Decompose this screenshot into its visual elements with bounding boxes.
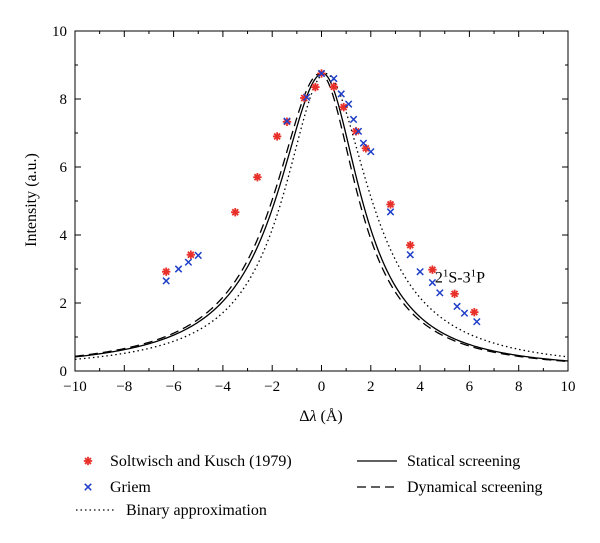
x-tick-label: 8 bbox=[515, 379, 523, 395]
x-tick-label: −4 bbox=[215, 379, 231, 395]
x-tick-label: 2 bbox=[367, 379, 375, 395]
griem-point bbox=[317, 69, 326, 78]
y-tick-label: 8 bbox=[60, 92, 68, 108]
curve-dynamical-screening bbox=[74, 72, 569, 363]
legend: Soltwisch and Kusch (1979) Griem Binary ap… bbox=[76, 453, 543, 519]
y-tick-label: 6 bbox=[60, 160, 68, 176]
griem-point bbox=[473, 317, 481, 326]
soltwisch-point bbox=[339, 102, 348, 112]
x-axis-label-var: λ bbox=[309, 408, 317, 425]
soltwisch-point bbox=[231, 208, 240, 217]
soltwisch-point bbox=[329, 82, 339, 91]
legend-marker bbox=[83, 456, 93, 466]
griem-point bbox=[302, 93, 311, 102]
x-axis-label-prefix: Δ bbox=[299, 408, 309, 425]
y-axis-label: Intensity (a.u.) bbox=[23, 153, 40, 247]
x-axis-label: Δλ (Å) bbox=[299, 407, 342, 425]
legend-entry: Binary approximation bbox=[76, 502, 267, 519]
legend-label: Binary approximation bbox=[126, 502, 267, 519]
soltwisch-point bbox=[272, 132, 282, 141]
griem-point bbox=[344, 100, 353, 108]
griem-point bbox=[460, 309, 469, 317]
griem-point bbox=[436, 289, 444, 297]
curve-statical-screening bbox=[74, 72, 569, 362]
x-tick-label: −2 bbox=[264, 379, 280, 395]
curve-binary-approximation bbox=[74, 72, 569, 360]
griem-point bbox=[428, 278, 437, 287]
transition-annotation: 21S-31P bbox=[435, 268, 485, 287]
legend-marker bbox=[84, 483, 92, 491]
y-tick-label: 10 bbox=[52, 24, 67, 40]
legend-label: Soltwisch and Kusch (1979) bbox=[110, 453, 292, 470]
griem-point bbox=[354, 127, 363, 136]
legend-entry: Dynamical screening bbox=[357, 479, 543, 496]
soltwisch-point bbox=[450, 289, 459, 299]
legend-label: Dynamical screening bbox=[407, 479, 543, 496]
griem-point bbox=[283, 117, 291, 125]
x-tick-label: −6 bbox=[166, 379, 182, 395]
griem-point bbox=[162, 277, 170, 285]
y-tick-label: 0 bbox=[60, 364, 68, 380]
x-tick-label: 0 bbox=[318, 379, 326, 395]
soltwisch-point bbox=[186, 250, 196, 259]
axes: −10 −8 −6 −4 −2 0 2 4 6 8 10 0 2 4 6 8 10 bbox=[52, 24, 576, 395]
griem-point bbox=[453, 302, 461, 311]
plot-frame bbox=[74, 30, 569, 372]
griem-point bbox=[337, 90, 345, 98]
legend-label: Statical screening bbox=[407, 453, 520, 470]
x-tick-label: −10 bbox=[63, 379, 86, 395]
griem-point bbox=[406, 250, 414, 259]
x-axis-label-suffix: (Å) bbox=[317, 407, 343, 425]
griem-point bbox=[386, 208, 395, 216]
soltwisch-point bbox=[311, 82, 320, 92]
griem-point bbox=[359, 139, 368, 147]
griem-point bbox=[194, 251, 202, 260]
soltwisch-point bbox=[162, 267, 171, 276]
soltwisch-point bbox=[406, 241, 415, 250]
griem-point bbox=[330, 74, 338, 83]
soltwisch-point bbox=[470, 307, 479, 317]
griem-point bbox=[367, 147, 375, 156]
legend-entry: Statical screening bbox=[357, 453, 520, 470]
legend-label: Griem bbox=[110, 479, 151, 496]
y-tick-label: 4 bbox=[60, 228, 68, 244]
legend-entry: Soltwisch and Kusch (1979) bbox=[83, 453, 292, 470]
griem-point bbox=[416, 267, 424, 276]
x-tick-label: 10 bbox=[561, 379, 576, 395]
y-tick-label: 2 bbox=[60, 296, 68, 312]
x-tick-label: 6 bbox=[466, 379, 474, 395]
soltwisch-point bbox=[386, 200, 395, 209]
griem-point bbox=[184, 258, 193, 266]
x-tick-label: 4 bbox=[416, 379, 424, 395]
soltwisch-point bbox=[428, 265, 437, 274]
griem-point bbox=[349, 115, 358, 124]
plot-area bbox=[74, 69, 569, 363]
griem-point bbox=[174, 265, 183, 273]
soltwisch-point bbox=[361, 144, 371, 153]
legend-entry: Griem bbox=[84, 479, 151, 496]
soltwisch-point bbox=[253, 173, 262, 182]
x-tick-label: −8 bbox=[116, 379, 132, 395]
